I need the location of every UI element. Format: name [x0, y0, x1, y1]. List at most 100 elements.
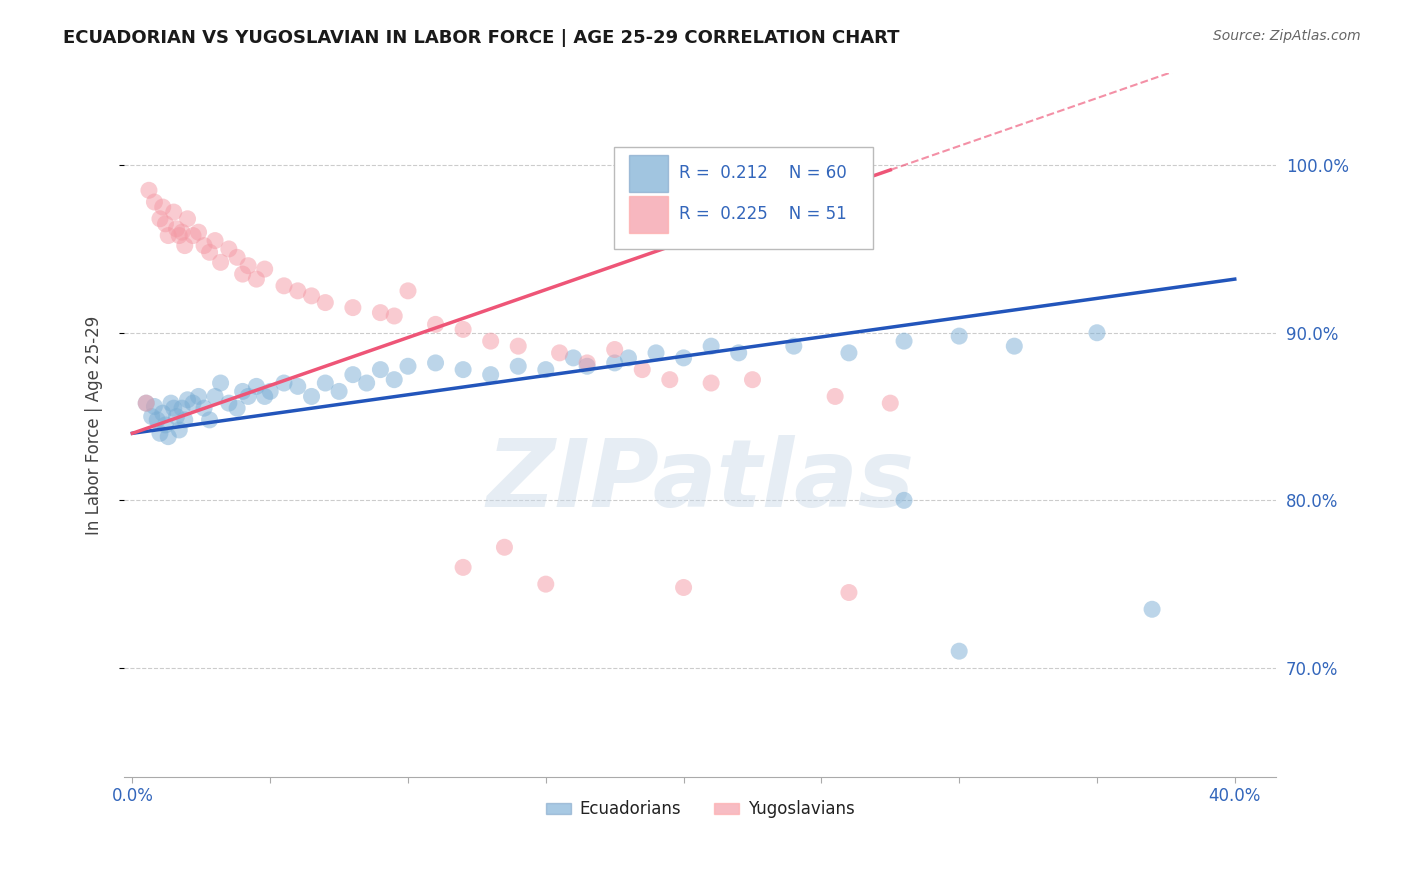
Point [149, 211, 172, 226]
Point [253, 389, 276, 403]
Point [167, 228, 190, 243]
Point [617, 351, 640, 365]
Point [226, 250, 249, 264]
Point [149, 426, 172, 441]
Point [893, 334, 915, 348]
Point [232, 267, 254, 281]
Point [173, 238, 195, 252]
Point [451, 322, 474, 336]
Point [1085, 326, 1108, 340]
Y-axis label: In Labor Force | Age 25-29: In Labor Force | Age 25-29 [86, 315, 103, 534]
Point [576, 359, 599, 374]
Point [209, 376, 232, 390]
Point [838, 585, 860, 599]
Legend: Ecuadorians, Yugoslavians: Ecuadorians, Yugoslavians [540, 794, 860, 825]
Point [603, 343, 626, 357]
Point [534, 362, 557, 376]
Point [155, 417, 177, 432]
Point [314, 295, 336, 310]
Point [893, 493, 915, 508]
FancyBboxPatch shape [628, 155, 668, 192]
Point [534, 577, 557, 591]
Point [204, 234, 226, 248]
Point [494, 541, 516, 555]
Point [508, 359, 530, 374]
Point [198, 245, 221, 260]
Point [479, 334, 502, 348]
Point [138, 183, 160, 197]
Point [193, 238, 215, 252]
Point [425, 318, 447, 332]
Point [166, 222, 188, 236]
Point [451, 560, 474, 574]
Point [425, 356, 447, 370]
Point [135, 396, 157, 410]
Point [287, 284, 309, 298]
Point [141, 409, 163, 424]
Point [155, 217, 177, 231]
Point [259, 384, 281, 399]
Point [152, 406, 174, 420]
Point [209, 255, 232, 269]
Point [658, 373, 681, 387]
Point [548, 346, 571, 360]
Point [204, 389, 226, 403]
Point [382, 373, 405, 387]
Point [218, 242, 240, 256]
Point [342, 368, 364, 382]
Point [562, 351, 585, 365]
Point [245, 272, 267, 286]
Point [631, 362, 654, 376]
Point [700, 339, 723, 353]
Point [783, 339, 806, 353]
Point [273, 278, 295, 293]
Point [451, 362, 474, 376]
Point [157, 430, 180, 444]
Point [173, 413, 195, 427]
Point [301, 289, 323, 303]
Point [342, 301, 364, 315]
Point [187, 225, 209, 239]
Point [370, 305, 392, 319]
Point [152, 200, 174, 214]
Point [170, 225, 193, 239]
Point [301, 389, 323, 403]
Point [218, 396, 240, 410]
Point [370, 362, 392, 376]
Point [253, 262, 276, 277]
Text: R =  0.212    N = 60: R = 0.212 N = 60 [679, 164, 848, 183]
Text: R =  0.225    N = 51: R = 0.225 N = 51 [679, 205, 848, 223]
Point [143, 194, 166, 209]
Point [181, 396, 204, 410]
Text: Source: ZipAtlas.com: Source: ZipAtlas.com [1213, 29, 1361, 43]
Point [236, 259, 259, 273]
Point [143, 400, 166, 414]
Point [181, 228, 204, 243]
Point [396, 359, 419, 374]
Point [741, 373, 763, 387]
Text: ZIPatlas: ZIPatlas [486, 435, 914, 527]
Point [163, 205, 186, 219]
Point [176, 392, 198, 407]
Point [167, 423, 190, 437]
Point [700, 376, 723, 390]
Point [645, 346, 668, 360]
Point [170, 401, 193, 416]
Point [824, 389, 846, 403]
Point [1140, 602, 1163, 616]
Point [727, 346, 749, 360]
FancyBboxPatch shape [628, 196, 668, 233]
Point [166, 409, 188, 424]
Text: ECUADORIAN VS YUGOSLAVIAN IN LABOR FORCE | AGE 25-29 CORRELATION CHART: ECUADORIAN VS YUGOSLAVIAN IN LABOR FORCE… [63, 29, 900, 46]
Point [273, 376, 295, 390]
Point [193, 401, 215, 416]
Point [245, 379, 267, 393]
Point [508, 339, 530, 353]
Point [163, 401, 186, 416]
Point [328, 384, 350, 399]
Point [287, 379, 309, 393]
Point [157, 228, 180, 243]
Point [176, 211, 198, 226]
Point [232, 384, 254, 399]
Point [672, 581, 695, 595]
